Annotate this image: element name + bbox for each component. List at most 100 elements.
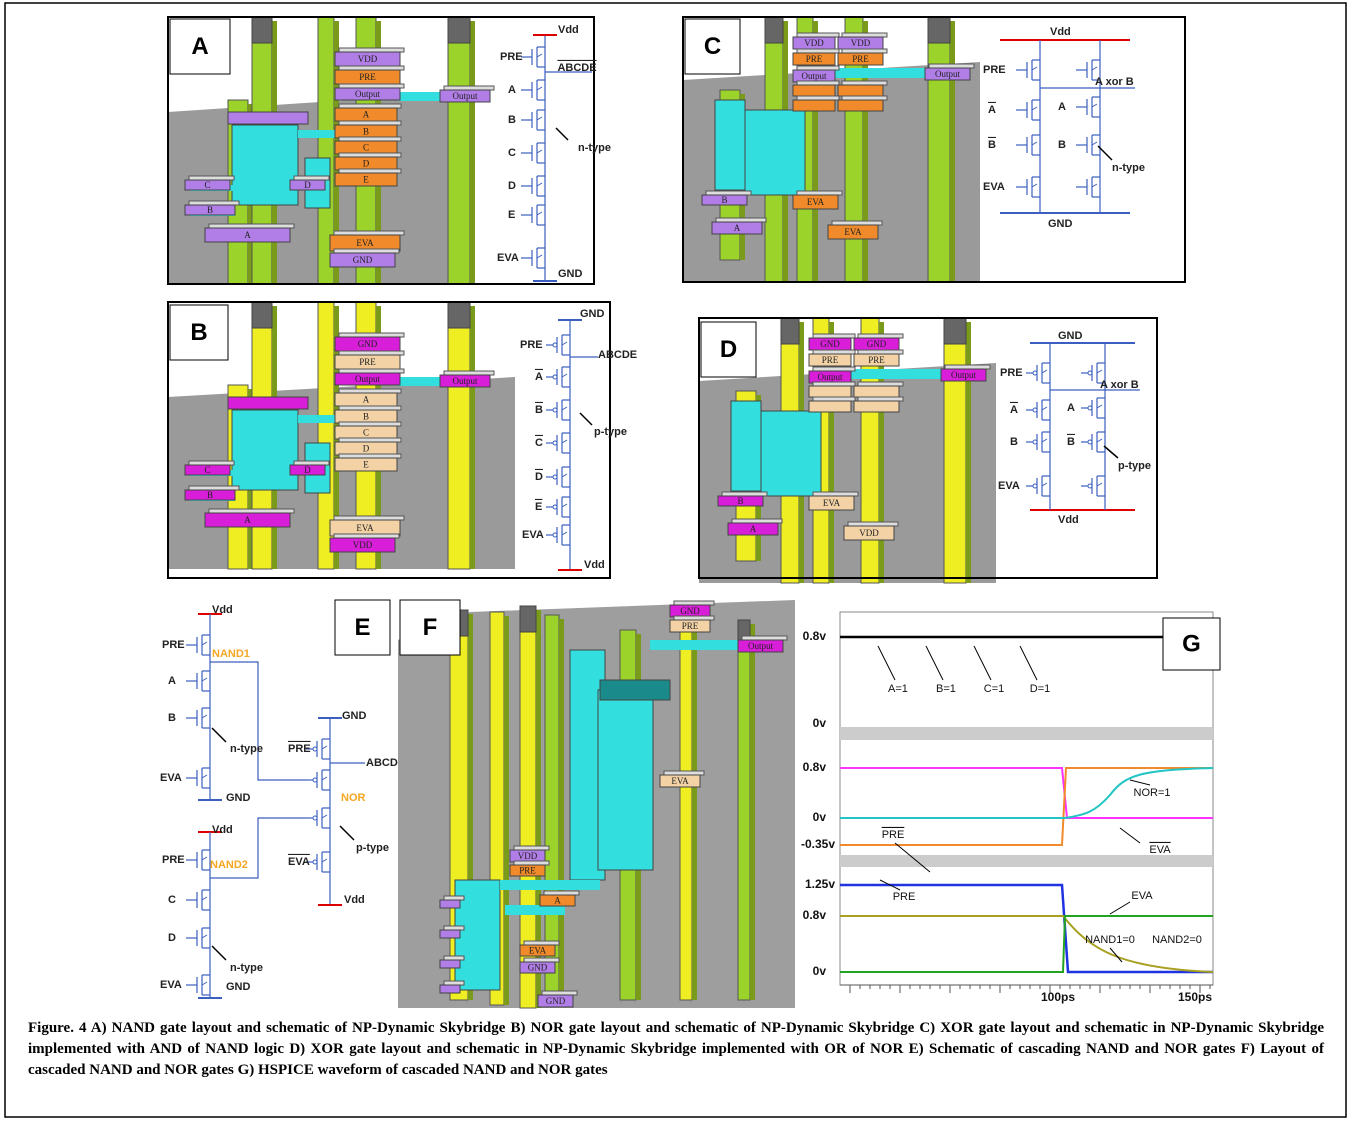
label: Output xyxy=(452,376,478,386)
label: Output xyxy=(817,372,843,382)
label: A=1 xyxy=(888,683,908,695)
label: Vdd xyxy=(212,824,233,836)
label: Output xyxy=(748,641,774,651)
pad-top xyxy=(674,601,714,605)
label: PRE xyxy=(983,64,1006,76)
label: EVA xyxy=(288,856,310,868)
label: 150ps xyxy=(1178,990,1212,1004)
pad-top xyxy=(797,33,839,37)
label: E xyxy=(535,501,542,513)
pad xyxy=(440,985,460,993)
column-cap xyxy=(448,17,470,43)
wire xyxy=(1092,142,1097,145)
label: Output xyxy=(801,71,827,81)
bubble xyxy=(1088,484,1092,488)
label: C xyxy=(363,143,369,153)
label: Output xyxy=(935,69,961,79)
pad xyxy=(838,100,883,111)
label: Vdd xyxy=(584,559,605,571)
pad-top xyxy=(339,454,401,458)
label: PRE xyxy=(852,54,869,64)
wire xyxy=(1032,107,1037,110)
label: ABCDE xyxy=(598,349,637,361)
figure: VDDPREOutputOutputABCDEEVAGNDCDBAGNDPREO… xyxy=(0,0,1352,1123)
label: GND xyxy=(558,268,583,280)
arrow xyxy=(1120,828,1140,843)
column xyxy=(448,302,470,569)
wire xyxy=(1042,407,1047,410)
block-top xyxy=(600,680,670,700)
wire xyxy=(562,407,567,410)
column-cap xyxy=(252,302,272,328)
label: EVA xyxy=(497,252,519,264)
wire xyxy=(202,715,207,718)
label: A xyxy=(535,371,543,383)
wire xyxy=(1092,67,1097,70)
bubble xyxy=(1088,406,1092,410)
column xyxy=(738,620,750,1000)
wire xyxy=(537,212,542,215)
label: GND xyxy=(867,339,887,349)
label: A xyxy=(750,524,757,534)
pad-top xyxy=(858,334,903,338)
pad-top xyxy=(813,492,858,496)
pad xyxy=(809,401,851,412)
pad-top xyxy=(842,49,887,53)
pad-top xyxy=(334,516,404,520)
label: 0v xyxy=(813,964,827,978)
label: B=1 xyxy=(936,683,956,695)
wire xyxy=(1042,483,1047,486)
label: Vdd xyxy=(344,894,365,906)
label: n-type xyxy=(1112,162,1145,174)
label: VDD xyxy=(518,851,538,861)
wire xyxy=(537,117,542,120)
label: ABCD xyxy=(366,757,398,769)
column-cap xyxy=(520,606,536,632)
label: EVA xyxy=(844,227,862,237)
label: GND xyxy=(1048,218,1073,230)
arrow xyxy=(926,646,943,680)
label: p-type xyxy=(356,842,389,854)
label: B xyxy=(721,195,727,205)
pad-top xyxy=(339,333,404,337)
bubble xyxy=(1033,371,1037,375)
label: 0.8v xyxy=(803,629,827,643)
label: GND xyxy=(820,339,840,349)
label: EVA xyxy=(160,979,182,991)
label: C xyxy=(204,180,210,190)
column-cap xyxy=(944,318,966,344)
label: B xyxy=(207,205,213,215)
wire xyxy=(1042,439,1047,442)
label: PRE xyxy=(500,51,523,63)
wire xyxy=(1097,483,1102,486)
band xyxy=(840,727,1213,740)
label: p-type xyxy=(1118,460,1151,472)
pad xyxy=(809,386,851,397)
pad-top xyxy=(797,49,839,53)
label: C xyxy=(535,437,543,449)
pad-top xyxy=(294,176,329,180)
column xyxy=(928,17,950,282)
pad-top xyxy=(797,96,839,100)
pad-top xyxy=(339,104,401,108)
pad-top xyxy=(339,369,404,373)
label: PRE xyxy=(822,355,839,365)
label: D xyxy=(508,180,516,192)
pad-top xyxy=(842,96,887,100)
label: NAND1 xyxy=(212,648,250,660)
pad-top xyxy=(444,896,464,900)
arrow xyxy=(1020,646,1037,680)
pad-top xyxy=(674,616,714,620)
pad-top xyxy=(732,519,782,523)
label: EVA xyxy=(356,238,374,248)
label: VDD xyxy=(859,528,879,538)
label: Vdd xyxy=(212,604,233,616)
wire xyxy=(537,87,542,90)
caption: Figure. 4 A) NAND gate layout and schema… xyxy=(28,1018,1324,1081)
pad-top xyxy=(339,48,404,52)
pad-top xyxy=(742,636,787,640)
label: NAND2 xyxy=(210,859,248,871)
label: D xyxy=(535,471,543,483)
label: PRE xyxy=(162,639,185,651)
label: n-type xyxy=(230,962,263,974)
